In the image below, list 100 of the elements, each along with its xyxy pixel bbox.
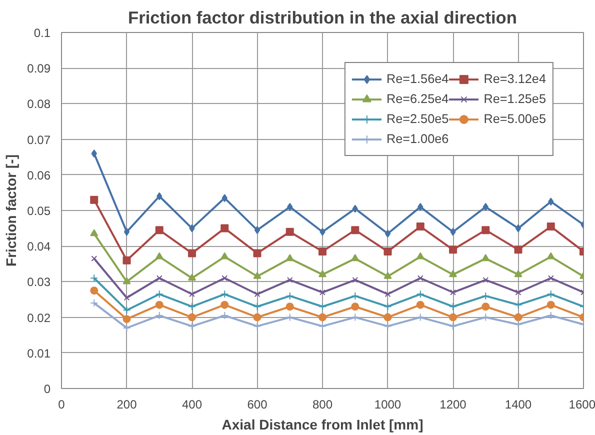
point [351, 226, 360, 234]
x-tick-label: 400 [182, 398, 202, 412]
x-tick-label: 0 [58, 398, 66, 412]
y-tick-label: 0.08 [27, 97, 51, 112]
point [384, 272, 392, 279]
point [156, 275, 162, 282]
point [90, 274, 98, 282]
point [90, 196, 98, 204]
point [188, 322, 196, 330]
point [416, 290, 424, 298]
point [286, 276, 293, 283]
point [155, 300, 164, 309]
point [351, 302, 360, 311]
point [220, 312, 229, 320]
point [482, 313, 490, 322]
y-tick-label: 0.1 [34, 26, 51, 40]
point [188, 274, 196, 281]
point [546, 290, 555, 298]
point [91, 256, 98, 262]
y-tick-label: 0 [44, 382, 51, 396]
point [188, 249, 196, 258]
point [122, 277, 131, 284]
point [384, 302, 392, 311]
point [450, 228, 456, 236]
x-tick-label: 1600 [568, 398, 595, 412]
point [286, 292, 294, 300]
point [546, 312, 555, 320]
point [482, 202, 488, 211]
point [548, 275, 554, 282]
x-axis-title: Axial Distance from Inlet [mm] [222, 416, 424, 432]
y-tick-label: 0.01 [27, 346, 51, 360]
legend-label: Re=1.25e5 [484, 92, 546, 106]
legend-label: Re=6.25e4 [386, 92, 449, 106]
y-tick-label: 0.05 [27, 204, 51, 218]
point [515, 289, 522, 296]
point [91, 150, 97, 158]
point [515, 224, 522, 232]
point [384, 313, 392, 322]
point [416, 222, 424, 231]
point [318, 270, 326, 278]
point [253, 272, 262, 279]
point [318, 313, 326, 322]
point [254, 226, 260, 234]
point [416, 313, 424, 322]
point [286, 313, 294, 322]
point [286, 228, 294, 236]
point [156, 192, 162, 200]
point [220, 290, 229, 298]
point [320, 289, 326, 296]
x-tick-label: 800 [312, 398, 333, 412]
point [188, 302, 196, 311]
point [90, 229, 98, 236]
point [449, 322, 457, 330]
point [318, 322, 326, 330]
point [514, 313, 522, 322]
point [286, 302, 294, 311]
point [417, 275, 424, 282]
point [514, 320, 522, 328]
point [514, 246, 522, 254]
point [450, 289, 456, 296]
legend-label: Re=3.12e4 [484, 72, 546, 86]
point [220, 252, 229, 260]
point [155, 290, 164, 298]
point [449, 313, 457, 322]
legend-label: Re=5.00e5 [484, 112, 546, 126]
x-tick-label: 1400 [504, 398, 532, 412]
point [351, 313, 360, 322]
point [416, 300, 424, 309]
point [449, 302, 457, 311]
x-tick-label: 200 [116, 398, 138, 412]
point [384, 230, 391, 238]
y-tick-label: 0.09 [27, 62, 51, 76]
chart-title: Friction factor distribution in the axial direction [128, 8, 517, 28]
point [384, 291, 391, 298]
point [449, 246, 457, 254]
point [351, 254, 360, 262]
x-tick-label: 1200 [440, 398, 467, 412]
legend-label: Re=1.56e4 [386, 72, 449, 86]
point [449, 270, 457, 278]
point [482, 226, 490, 234]
y-tick-label: 0.06 [27, 168, 51, 182]
point [514, 270, 522, 278]
point [124, 228, 130, 236]
point [352, 276, 358, 283]
point [189, 224, 195, 232]
point [222, 275, 228, 282]
point [189, 291, 195, 298]
point [546, 300, 555, 309]
point [220, 224, 229, 232]
point [546, 222, 555, 231]
y-tick-label: 0.07 [27, 132, 51, 147]
point [318, 247, 326, 256]
point [352, 204, 358, 213]
point [253, 249, 262, 258]
point [482, 302, 490, 311]
point [351, 292, 360, 300]
x-tick-label: 600 [247, 398, 268, 412]
point [122, 256, 131, 264]
point [287, 202, 293, 211]
point [254, 291, 260, 298]
